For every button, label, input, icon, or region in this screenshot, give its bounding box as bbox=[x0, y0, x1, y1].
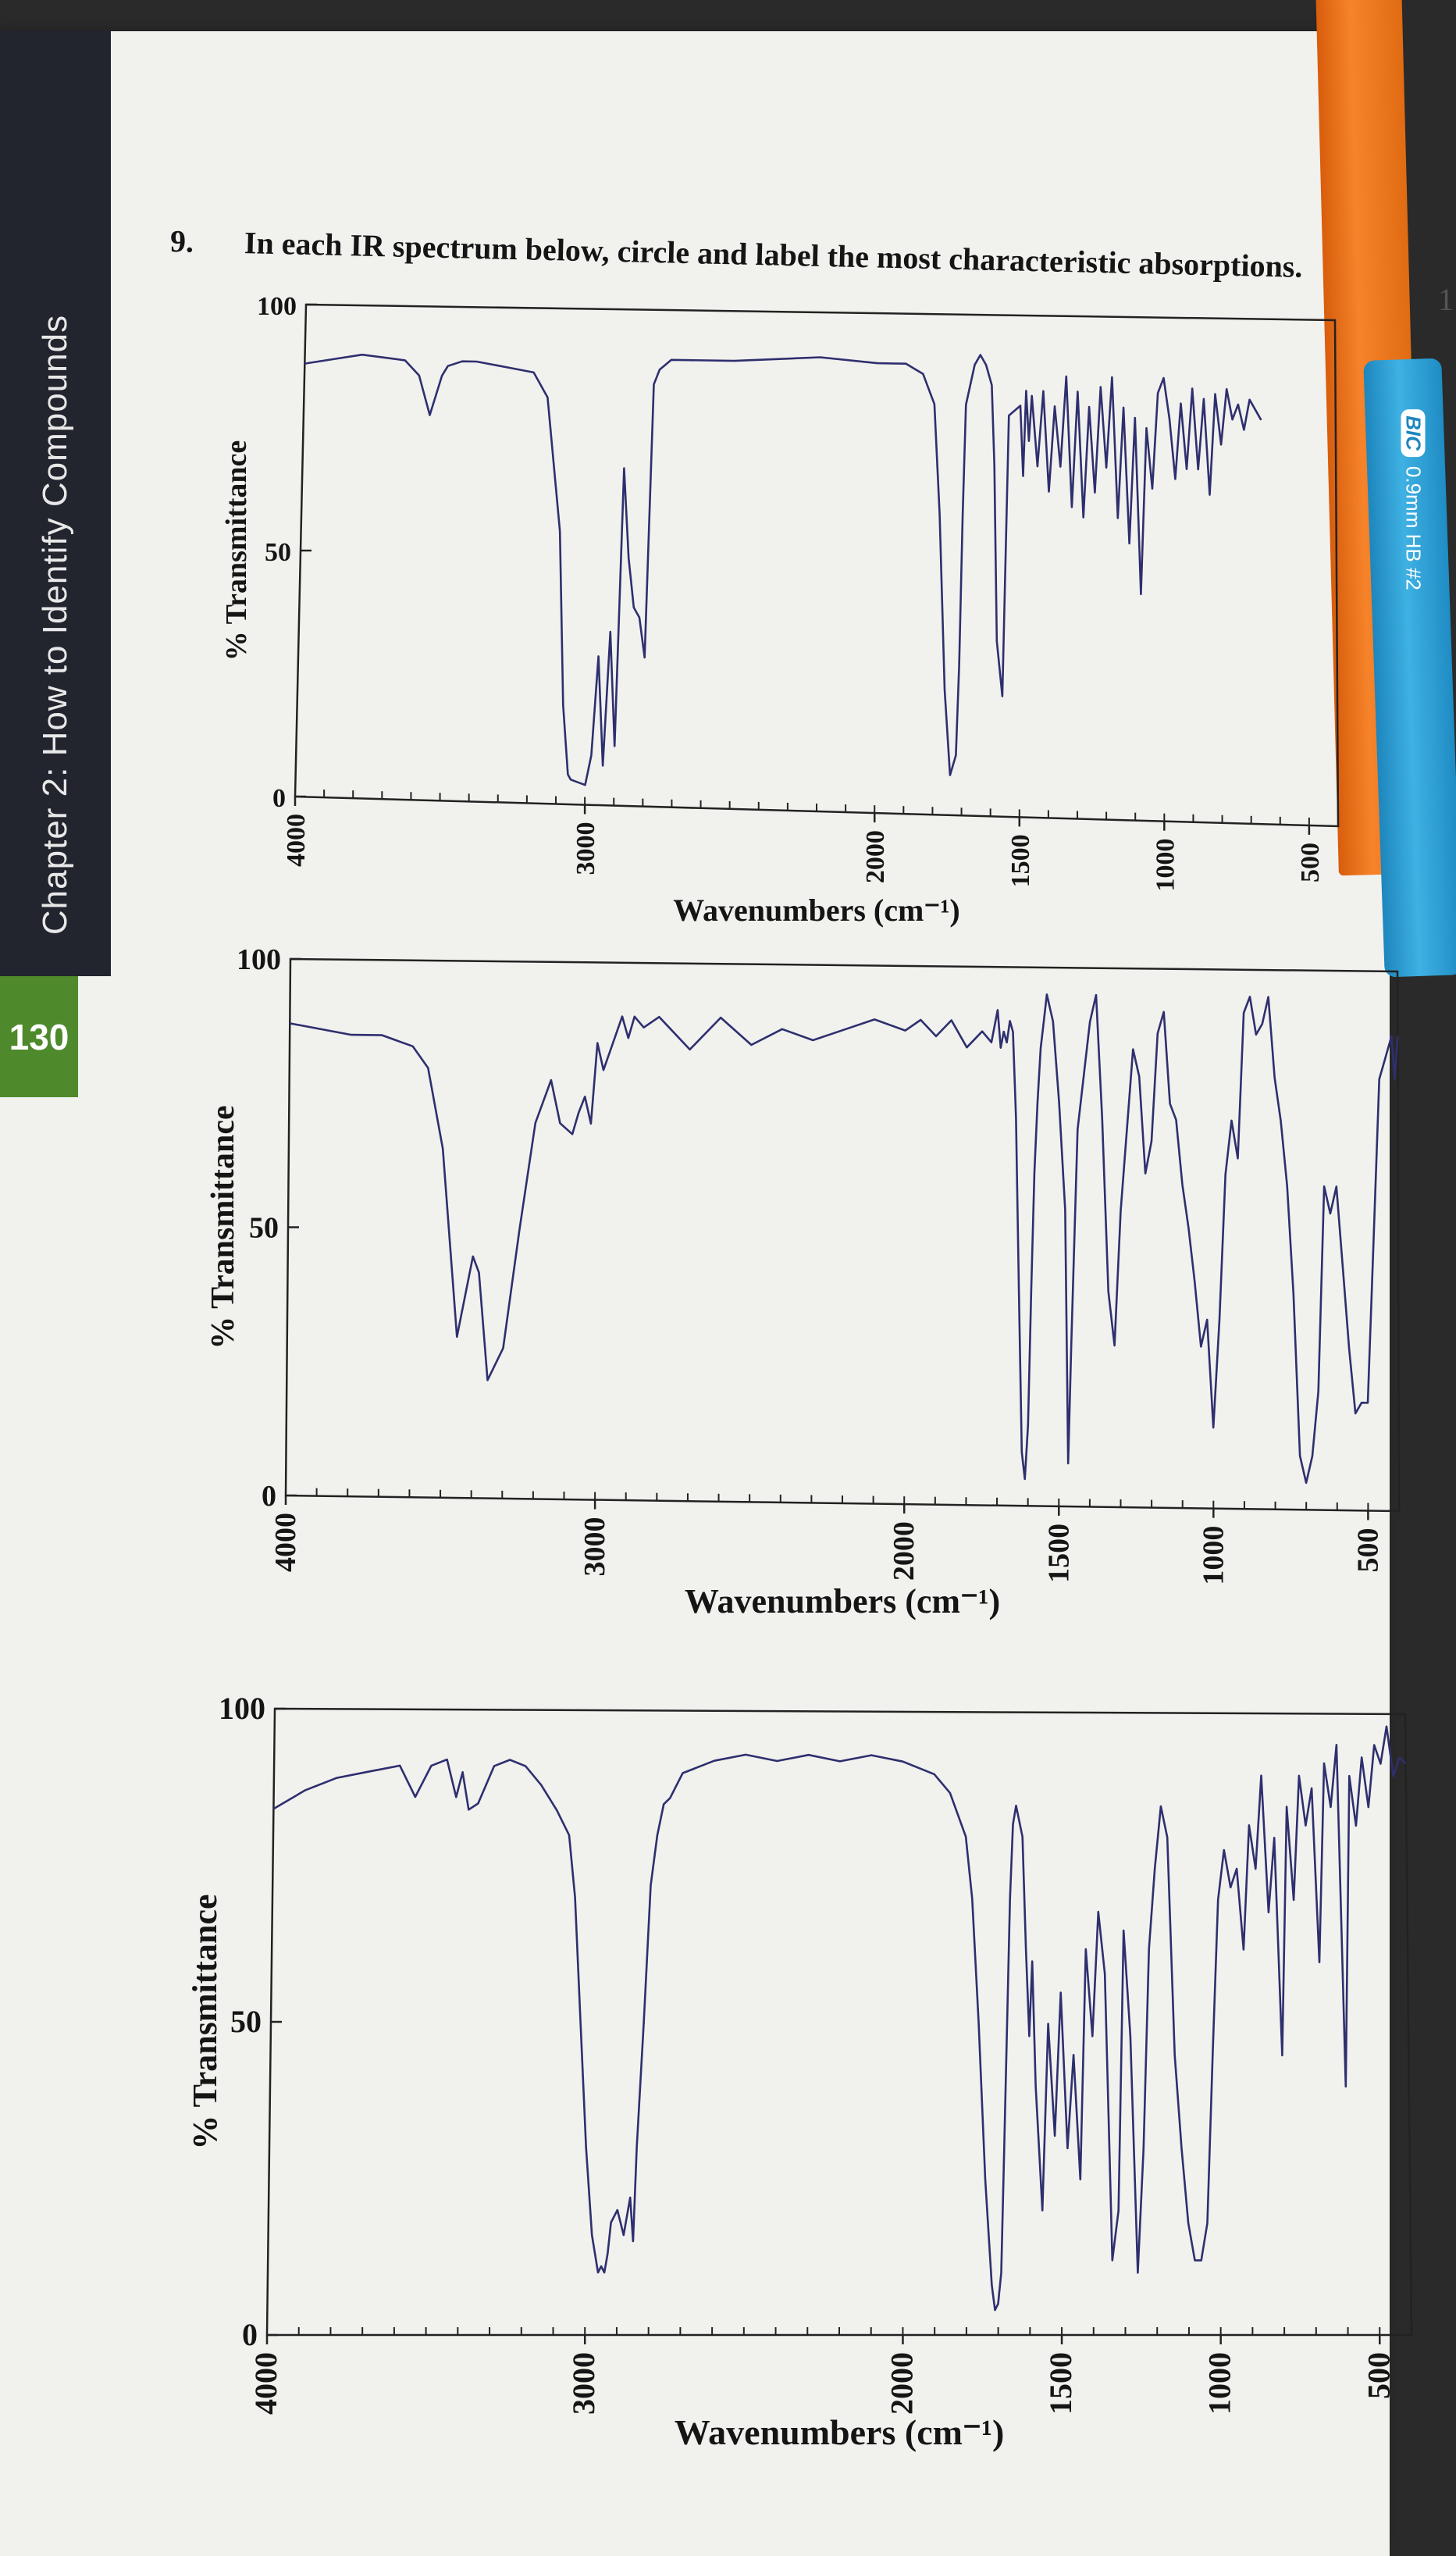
x-tick-label: 4000 bbox=[269, 1513, 302, 1572]
x-tick-label: 1500 bbox=[1006, 834, 1035, 887]
x-tick-label: 1000 bbox=[1151, 839, 1180, 892]
y-axis-label: % Transmittance bbox=[220, 440, 253, 661]
x-tick-label: 1500 bbox=[1043, 2352, 1078, 2415]
x-tick-label: 500 bbox=[1361, 2352, 1396, 2399]
y-tick-label: 50 bbox=[265, 538, 291, 567]
y-tick-label: 100 bbox=[219, 1691, 265, 1726]
x-tick-label: 1000 bbox=[1197, 1526, 1230, 1585]
x-tick-label: 3000 bbox=[578, 1517, 611, 1577]
x-tick-label: 500 bbox=[1351, 1528, 1384, 1572]
cut-off-edge-text: 1 bbox=[1438, 282, 1454, 317]
spectrum-line bbox=[272, 1725, 1407, 2312]
x-tick-label: 1000 bbox=[1202, 2352, 1237, 2415]
plot-frame bbox=[294, 303, 1340, 828]
x-tick-label: 2000 bbox=[888, 1521, 920, 1581]
x-tick-label: 4000 bbox=[248, 2352, 283, 2415]
spectrum-line bbox=[290, 993, 1399, 1485]
y-tick-label: 50 bbox=[249, 1212, 279, 1245]
y-tick-label: 100 bbox=[237, 943, 281, 976]
x-tick-label: 4000 bbox=[282, 814, 311, 867]
y-axis-label: % Transmittance bbox=[186, 1894, 224, 2149]
x-axis-label: Wavenumbers (cm⁻¹) bbox=[675, 2412, 1005, 2452]
chapter-sidebar: Chapter 2: How to Identify Compounds bbox=[0, 31, 111, 976]
plot-frame bbox=[265, 1707, 1413, 2337]
y-tick-label: 50 bbox=[230, 2004, 262, 2039]
x-axis-label: Wavenumbers (cm⁻¹) bbox=[685, 1582, 1000, 1620]
y-tick-label: 0 bbox=[242, 2317, 258, 2352]
x-tick-label: 2000 bbox=[884, 2352, 919, 2415]
spectrum-line bbox=[304, 353, 1262, 786]
x-tick-label: 3000 bbox=[571, 822, 600, 875]
y-tick-label: 0 bbox=[262, 1480, 276, 1513]
x-tick-label: 500 bbox=[1296, 843, 1325, 882]
y-tick-label: 0 bbox=[272, 784, 286, 813]
page-number: 130 bbox=[0, 976, 78, 1097]
x-tick-label: 1500 bbox=[1042, 1524, 1075, 1583]
x-tick-label: 2000 bbox=[861, 830, 890, 883]
y-tick-label: 100 bbox=[257, 292, 297, 321]
textbook-page bbox=[0, 31, 1390, 2556]
x-tick-label: 3000 bbox=[566, 2352, 601, 2415]
plot-frame bbox=[284, 957, 1401, 1513]
y-axis-label: % Transmittance bbox=[205, 1105, 241, 1349]
x-axis-label: Wavenumbers (cm⁻¹) bbox=[673, 893, 960, 928]
